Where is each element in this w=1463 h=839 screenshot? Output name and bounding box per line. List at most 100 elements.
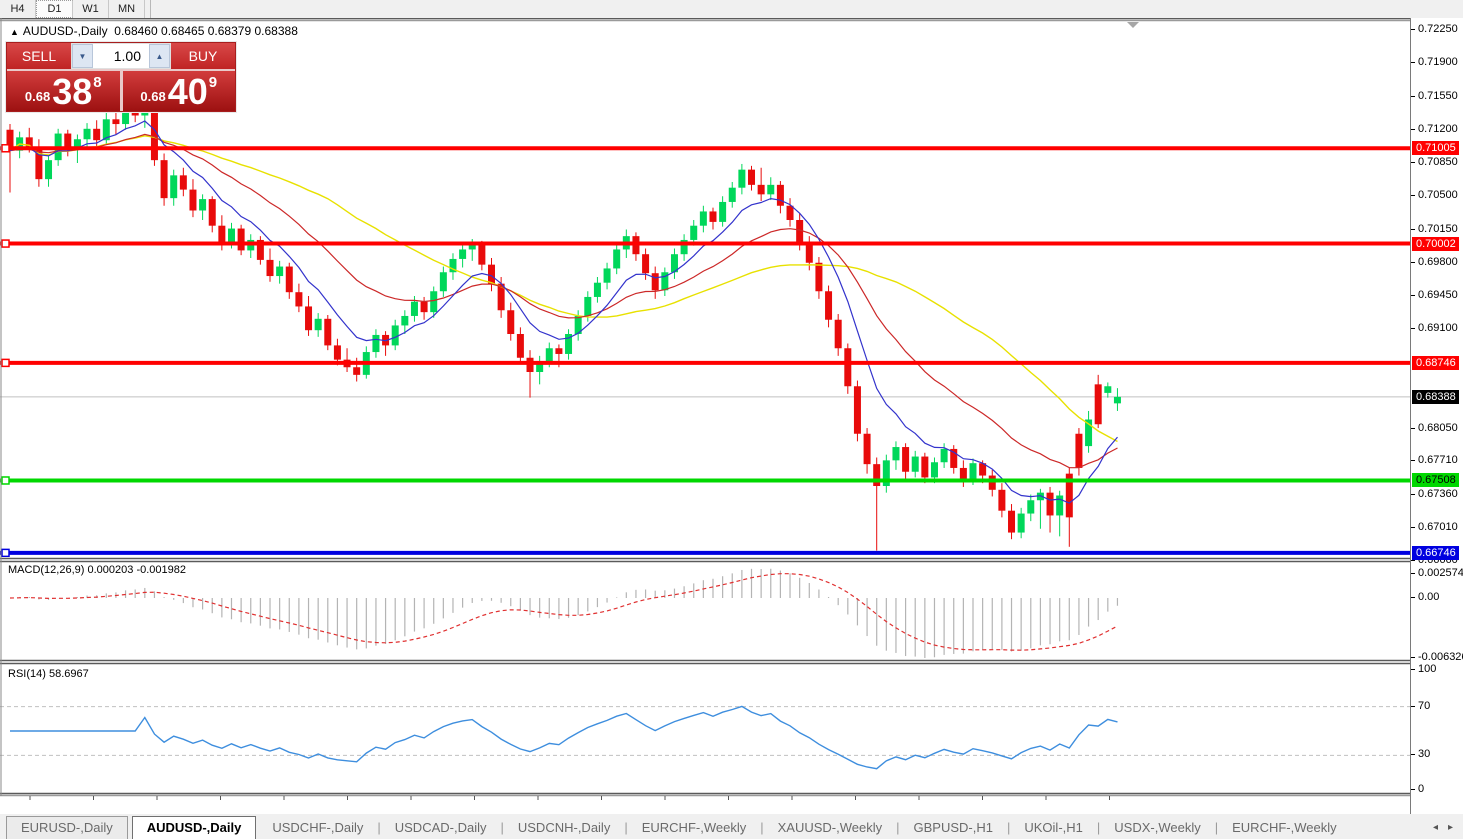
- candle-body: [478, 243, 486, 265]
- candle-body: [285, 266, 293, 293]
- timeframe-button-d1[interactable]: D1: [36, 0, 73, 18]
- ohlc-open: 0.68460: [114, 24, 158, 38]
- candle-body: [545, 348, 553, 362]
- chart-tab-ukoil[interactable]: UKOil-,H1: [1024, 820, 1083, 835]
- candle-body: [189, 189, 197, 211]
- candle-body: [921, 456, 929, 478]
- line-anchor-handle[interactable]: [1, 476, 10, 485]
- line-anchor-handle[interactable]: [1, 358, 10, 368]
- buy-price-big: 40: [167, 71, 208, 112]
- buy-price-quote[interactable]: 0.68 40 9: [122, 71, 235, 112]
- expander-icon[interactable]: ▲: [10, 27, 19, 37]
- toolbar-separator: [145, 0, 151, 18]
- volume-increase-button[interactable]: ▲: [149, 44, 170, 68]
- candle-body: [1104, 386, 1112, 393]
- candle-body: [266, 259, 274, 277]
- chart-tab-xauusd[interactable]: XAUUSD-,Weekly: [777, 820, 883, 835]
- spinner-up-icon: ▲: [155, 51, 164, 61]
- candle-body: [670, 254, 678, 273]
- rsi-tick-label: 70: [1411, 700, 1430, 713]
- candle-body: [488, 264, 495, 284]
- chart-tab-gbpusd[interactable]: GBPUSD-,H1: [913, 820, 993, 835]
- candle-body: [102, 119, 110, 141]
- chart-tab-audusd[interactable]: AUDUSD-,Daily: [131, 816, 257, 839]
- candle-body: [844, 348, 852, 387]
- candle-body: [651, 273, 659, 291]
- timeframe-button-mn[interactable]: MN: [109, 0, 145, 18]
- candle-body: [584, 296, 592, 316]
- candle-body: [401, 315, 409, 326]
- candle-body: [160, 160, 168, 199]
- chart-tab-bar: EURUSD-,Daily AUDUSD-,Daily USDCHF-,Daily |…: [0, 814, 1463, 839]
- chart-tab-usdx[interactable]: USDX-,Weekly: [1114, 820, 1201, 835]
- sell-button[interactable]: SELL: [7, 43, 71, 69]
- candle-body: [709, 211, 717, 222]
- candle-body: [998, 489, 1006, 511]
- price-level-badge: 0.71005: [1412, 141, 1459, 156]
- rsi-pane[interactable]: [0, 705, 1410, 770]
- candle-body: [748, 169, 756, 185]
- buy-price-int: 0.68: [140, 89, 166, 104]
- chart-tab-usdcnh[interactable]: USDCNH-,Daily: [517, 820, 611, 835]
- price-chart[interactable]: [0, 18, 1410, 814]
- candle-body: [988, 475, 996, 490]
- macd-pane[interactable]: [9, 568, 1119, 658]
- main-price-pane[interactable]: [0, 96, 1410, 557]
- candle-body: [959, 467, 967, 482]
- timeframe-button-h4[interactable]: H4: [0, 0, 36, 18]
- price-axis: 0.72250 0.71900 0.71550 0.71200 0.70850 0.705…: [1410, 18, 1463, 814]
- chart-tab-eurusd[interactable]: EURUSD-,Daily: [6, 816, 128, 839]
- macd-label: MACD(12,26,9) 0.000203 -0.001982: [8, 564, 186, 576]
- candle-body: [892, 447, 900, 461]
- price-tick-label: 0.71200: [1411, 123, 1458, 136]
- candle-body: [179, 175, 187, 190]
- candle-body: [853, 386, 861, 434]
- tab-separator: |: [896, 820, 900, 835]
- timeframe-button-w1[interactable]: W1: [73, 0, 109, 18]
- chart-tab-usdchf[interactable]: USDCHF-,Daily: [272, 820, 364, 835]
- buy-button[interactable]: BUY: [171, 43, 235, 69]
- chart-tab-eurchf[interactable]: EURCHF-,Weekly: [1232, 820, 1337, 835]
- line-anchor-handle[interactable]: [1, 239, 10, 248]
- sell-price-quote[interactable]: 0.68 38 8: [7, 71, 120, 111]
- candle-body: [969, 463, 977, 482]
- candle-body: [565, 334, 573, 354]
- candle-body: [449, 258, 457, 273]
- macd-signal-value: -0.001982: [136, 564, 186, 576]
- candle-body: [979, 463, 987, 476]
- macd-tick-label: 0.002574: [1411, 567, 1463, 580]
- price-tick-label: 0.67010: [1411, 521, 1458, 534]
- candle-body: [324, 318, 332, 346]
- candle-body: [834, 319, 842, 349]
- rsi-tick-label: 0: [1411, 783, 1424, 796]
- volume-input[interactable]: 1.00: [93, 44, 149, 68]
- symbol-label: AUDUSD-,Daily: [22, 24, 108, 38]
- candle-body: [199, 199, 207, 211]
- volume-decrease-button[interactable]: ▼: [72, 44, 93, 68]
- chart-tab-usdcad[interactable]: USDCAD-,Daily: [394, 820, 487, 835]
- tab-separator: |: [1006, 820, 1011, 835]
- line-anchor-handle[interactable]: [1, 548, 10, 557]
- candle-body: [555, 348, 563, 354]
- candle-body: [757, 184, 765, 195]
- scroll-to-end-icon[interactable]: [1127, 22, 1139, 28]
- chart-tab-eurchf[interactable]: EURCHF-,Weekly: [641, 820, 747, 835]
- candle-body: [930, 462, 938, 478]
- macd-tick-label: 0.00: [1411, 591, 1439, 604]
- candle-body: [690, 225, 698, 240]
- line-anchor-handle[interactable]: [1, 144, 10, 153]
- one-click-trade-panel: SELL ▼ 1.00 ▲ BUY 0.68 38 8 0.68 40 9: [6, 42, 236, 112]
- candle-body: [911, 456, 919, 472]
- price-tick-label: 0.71900: [1411, 56, 1458, 69]
- tab-scroll-right-icon[interactable]: ▸: [1447, 822, 1453, 833]
- chart-window[interactable]: 0.72250 0.71900 0.71550 0.71200 0.70850 0.705…: [0, 18, 1463, 832]
- tab-scroll-left-icon[interactable]: ◂: [1432, 822, 1438, 833]
- rsi-label: RSI(14) 58.6967: [8, 668, 89, 680]
- price-tick-label: 0.67360: [1411, 488, 1458, 501]
- buy-price-sup: 9: [208, 74, 218, 91]
- macd-value: 0.000203: [87, 564, 134, 576]
- candle-body: [150, 104, 158, 161]
- candle-body: [1008, 510, 1016, 533]
- candle-body: [805, 243, 813, 263]
- candle-body: [661, 272, 669, 291]
